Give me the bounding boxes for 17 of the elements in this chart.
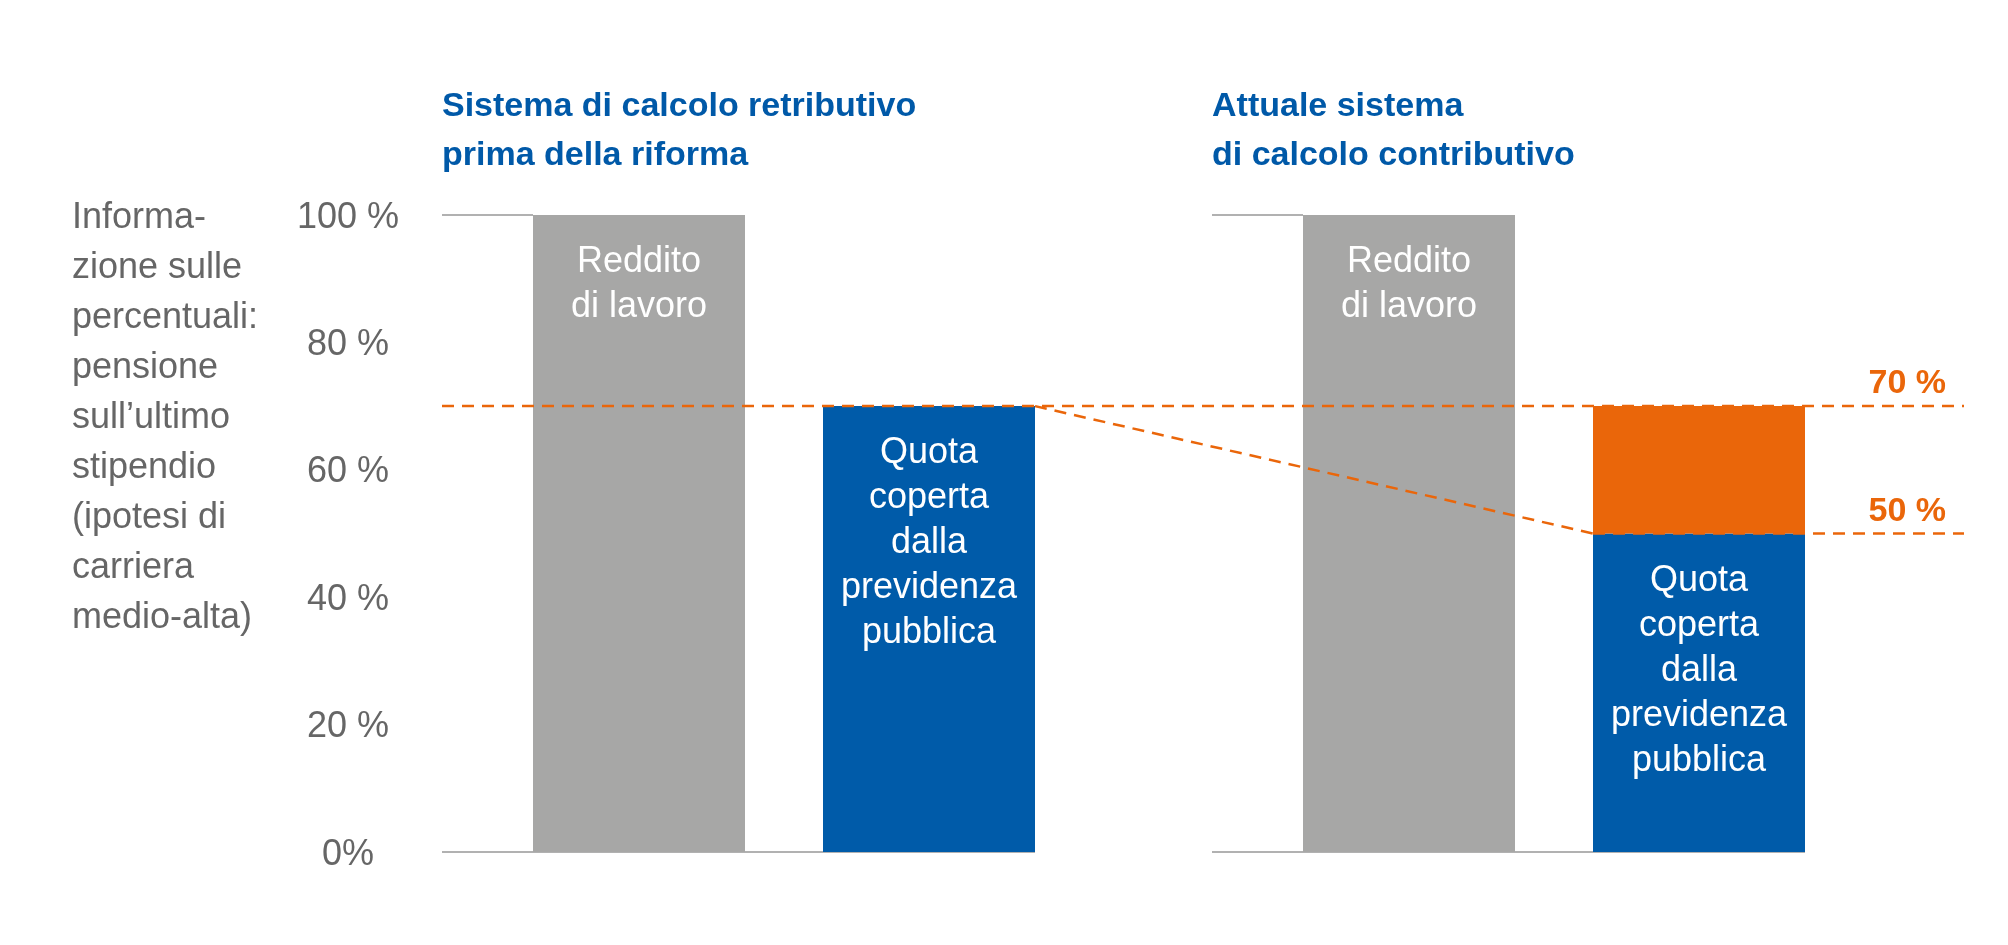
y-tick-label: 60 % xyxy=(306,449,390,491)
text: Informa- zione sulle percentuali: pensione sull’ultimo stipendio (ipotesi di carriera medio-alta) xyxy=(72,194,259,636)
bar xyxy=(1593,533,1805,852)
text: Quota coperta dalla previdenza pubblica xyxy=(1610,557,1788,779)
y-tick-label: 80 % xyxy=(306,321,390,363)
text: Sistema di calcolo retributivo prima della riforma xyxy=(442,84,917,172)
y-tick-label: 100 % xyxy=(296,194,400,236)
bar xyxy=(823,406,1035,852)
text: Reddito di lavoro xyxy=(1340,239,1478,325)
series-label: Quota coperta dalla previdenza pubblica xyxy=(840,430,1019,652)
series-label: Reddito di lavoro xyxy=(570,239,708,325)
text: Attuale sistema di calcolo contributivo xyxy=(1212,84,1575,172)
y-tick-label: 20 % xyxy=(306,704,390,746)
ref-line-label: 70 % xyxy=(1868,362,1946,401)
y-tick-label: 40 % xyxy=(306,576,390,618)
y-tick-label: 0% xyxy=(321,831,375,873)
ref-line-label: 50 % xyxy=(1868,489,1946,528)
